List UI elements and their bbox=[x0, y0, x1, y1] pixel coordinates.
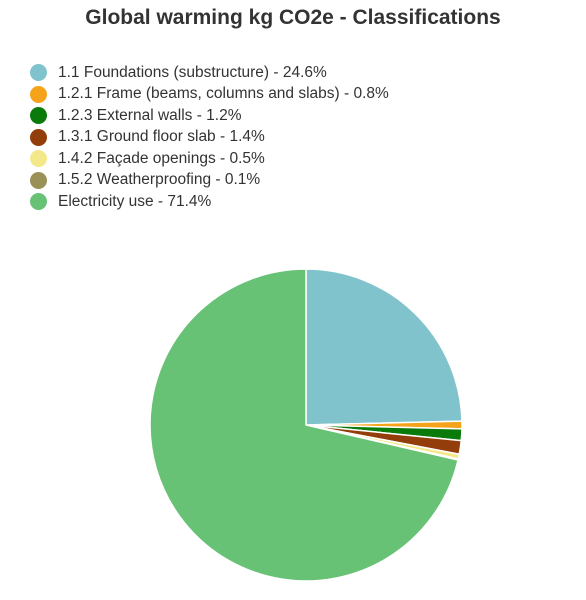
legend-label: 1.1 Foundations (substructure) - 24.6% bbox=[58, 63, 327, 81]
legend-item-external-walls[interactable]: 1.2.3 External walls - 1.2% bbox=[30, 105, 389, 127]
slice-foundations[interactable] bbox=[305, 268, 463, 426]
legend-label: 1.3.1 Ground floor slab - 1.4% bbox=[58, 128, 265, 146]
legend-item-electricity-use[interactable]: Electricity use - 71.4% bbox=[30, 191, 389, 213]
legend-marker-icon bbox=[30, 128, 47, 146]
legend-label: 1.4.2 Façade openings - 0.5% bbox=[58, 149, 265, 167]
legend-item-frame[interactable]: 1.2.1 Frame (beams, columns and slabs) -… bbox=[30, 84, 389, 106]
legend-label: 1.2.1 Frame (beams, columns and slabs) -… bbox=[58, 85, 389, 103]
legend-marker-icon bbox=[30, 85, 47, 103]
chart-legend: 1.1 Foundations (substructure) - 24.6% 1… bbox=[30, 62, 389, 213]
legend-item-facade-openings[interactable]: 1.4.2 Façade openings - 0.5% bbox=[30, 148, 389, 170]
chart-title: Global warming kg CO2e - Classifications bbox=[85, 6, 501, 29]
legend-item-ground-floor-slab[interactable]: 1.3.1 Ground floor slab - 1.4% bbox=[30, 127, 389, 149]
legend-marker-icon bbox=[30, 64, 47, 82]
legend-label: 1.2.3 External walls - 1.2% bbox=[58, 106, 242, 124]
legend-marker-icon bbox=[30, 171, 47, 189]
legend-label: 1.5.2 Weatherproofing - 0.1% bbox=[58, 171, 261, 189]
legend-marker-icon bbox=[30, 150, 47, 168]
legend-marker-icon bbox=[30, 107, 47, 125]
legend-item-foundations[interactable]: 1.1 Foundations (substructure) - 24.6% bbox=[30, 62, 389, 84]
slice-electricity-use[interactable] bbox=[149, 268, 459, 582]
legend-item-weatherproofing[interactable]: 1.5.2 Weatherproofing - 0.1% bbox=[30, 170, 389, 192]
legend-marker-icon bbox=[30, 193, 47, 211]
legend-label: Electricity use - 71.4% bbox=[58, 192, 212, 210]
